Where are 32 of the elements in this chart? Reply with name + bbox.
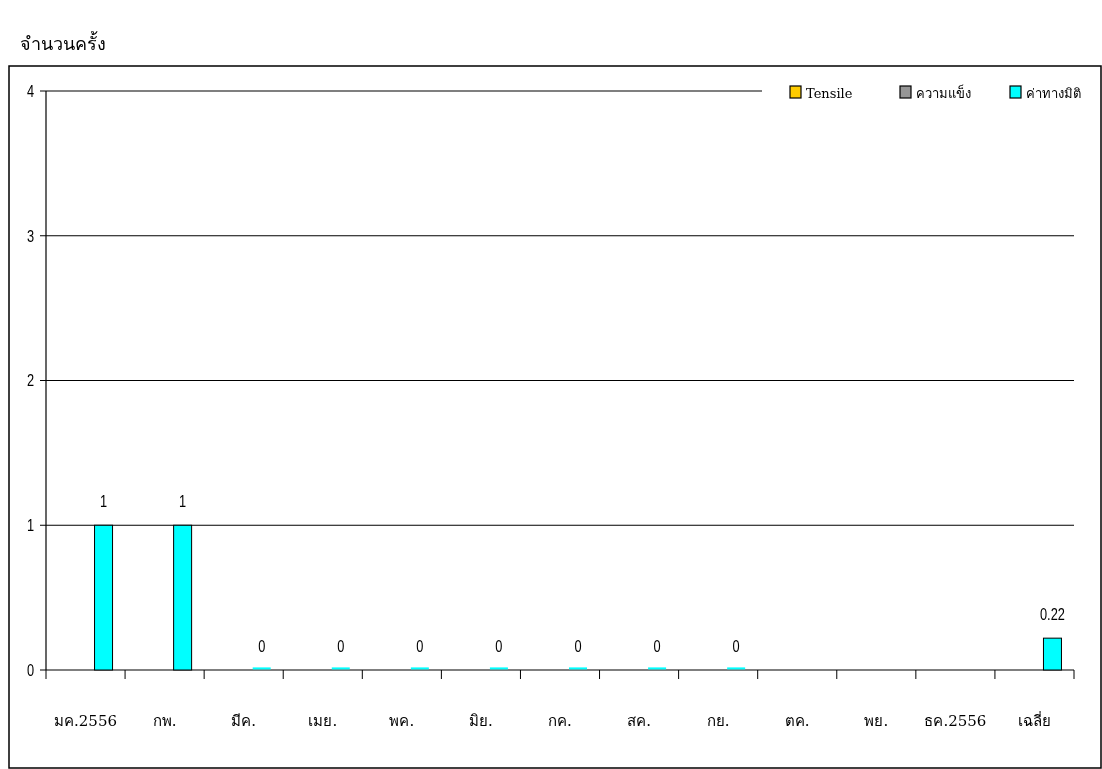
data-label: 0 bbox=[416, 637, 424, 656]
data-label: 0 bbox=[337, 637, 345, 656]
y-tick-label: 4 bbox=[26, 82, 34, 101]
legend-label: Tensile bbox=[806, 86, 853, 101]
x-tick-label: กย. bbox=[706, 712, 730, 730]
x-tick-label: พค. bbox=[389, 712, 415, 730]
data-label: 0.22 bbox=[1040, 605, 1065, 624]
data-label: 0 bbox=[732, 637, 740, 656]
data-label: 0 bbox=[653, 637, 661, 656]
legend-label: ค่าทางมิติ bbox=[1026, 86, 1081, 101]
x-tick-label: มค.2556 bbox=[54, 712, 118, 730]
x-tick-label: ตค. bbox=[784, 712, 810, 730]
data-label: 0 bbox=[495, 637, 503, 656]
data-label: 1 bbox=[99, 492, 108, 511]
data-label: 0 bbox=[574, 637, 582, 656]
y-tick-label: 1 bbox=[26, 516, 34, 535]
y-tick-label: 3 bbox=[26, 227, 34, 246]
y-tick-label: 0 bbox=[26, 661, 34, 680]
ylabel: จำนวนครั้ง bbox=[20, 33, 106, 54]
legend-label: ความแข็ง bbox=[916, 84, 971, 101]
x-tick-label: เฉลี่ย bbox=[1017, 710, 1051, 730]
x-tick-label: มีค. bbox=[231, 712, 257, 730]
x-tick-label: เมย. bbox=[308, 712, 338, 730]
x-tick-label: ธค.2556 bbox=[924, 712, 987, 730]
x-tick-label: กค. bbox=[548, 712, 572, 730]
x-tick-label: พย. bbox=[864, 712, 889, 730]
x-tick-label: กพ. bbox=[152, 712, 177, 730]
x-tick-label: สค. bbox=[627, 712, 651, 730]
y-tick-label: 2 bbox=[26, 372, 34, 390]
data-label: 0 bbox=[258, 637, 266, 656]
data-label: 1 bbox=[179, 492, 187, 511]
x-tick-label: มิย. bbox=[469, 712, 493, 730]
